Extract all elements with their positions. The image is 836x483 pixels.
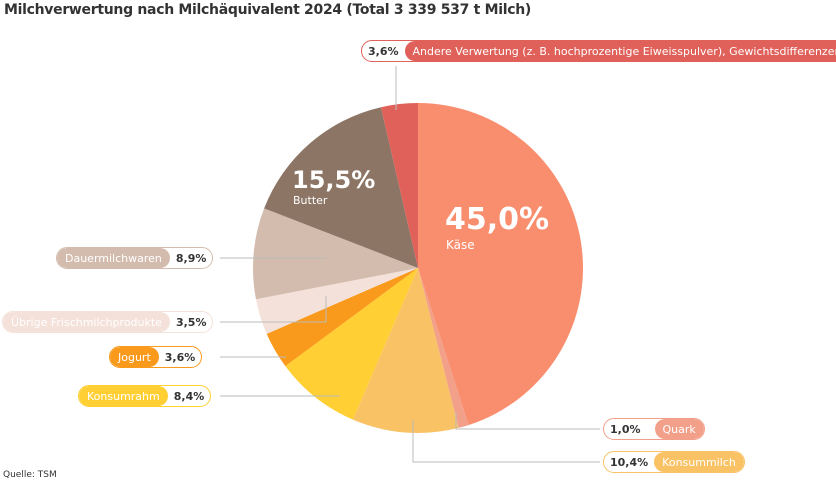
pie-slice-8 <box>380 103 418 268</box>
legend-name: Jogurt <box>110 347 159 367</box>
legend-jogurt: Jogurt 3,6% <box>109 346 203 368</box>
legend-value: 3,6% <box>368 44 399 58</box>
legend-name: Quark <box>654 419 704 439</box>
pie-slice-7 <box>264 107 418 268</box>
slice-label-value-butter: 15,5% <box>292 166 376 194</box>
leader-line-6 <box>412 420 600 463</box>
legend-value: 8,9% <box>175 251 207 265</box>
legend-name: Dauermilchwaren <box>57 248 170 268</box>
pie-slice-2 <box>352 268 459 433</box>
pie-slice-6 <box>252 208 418 300</box>
legend-konsumrahm: Konsumrahm 8,4% <box>78 385 212 407</box>
legend-value: 3,5% <box>175 315 207 329</box>
slice-label-value-kaese: 45,0% <box>445 202 550 237</box>
slice-label-name-butter: Butter <box>293 194 328 207</box>
legend-value: 1,0% <box>610 422 641 436</box>
pie-slice-5 <box>255 268 418 334</box>
pie-slice-1 <box>418 268 469 428</box>
pie-slice-3 <box>285 268 418 420</box>
legend-quark: 1,0% Quark <box>603 418 705 440</box>
legend-name: Übrige Frischmilchprodukte <box>3 312 170 332</box>
legend-uebrige-frischmilchprodukte: Übrige Frischmilchprodukte 3,5% <box>2 311 214 333</box>
leader-line-1 <box>220 296 327 323</box>
legend-name: Konsummilch <box>654 452 744 472</box>
chart-title: Milchverwertung nach Milchäquivalent 202… <box>4 2 531 18</box>
source-note: Quelle: TSM <box>3 470 57 480</box>
legend-name: Andere Verwertung (z. B. hochprozentige … <box>404 41 836 61</box>
legend-value: 10,4% <box>610 455 649 469</box>
pie-slice-0 <box>418 103 583 426</box>
legend-andere-verwertung: 3,6% Andere Verwertung (z. B. hochprozen… <box>361 40 836 62</box>
legend-value: 3,6% <box>164 350 196 364</box>
legend-dauermilchwaren: Dauermilchwaren 8,9% <box>56 247 214 269</box>
legend-name: Konsumrahm <box>79 386 168 406</box>
leader-line-5 <box>455 412 600 430</box>
legend-value: 8,4% <box>173 389 205 403</box>
slice-label-name-kaese: Käse <box>446 238 475 252</box>
legend-konsummilch: 10,4% Konsummilch <box>603 451 745 473</box>
pie-slice-4 <box>266 268 418 367</box>
